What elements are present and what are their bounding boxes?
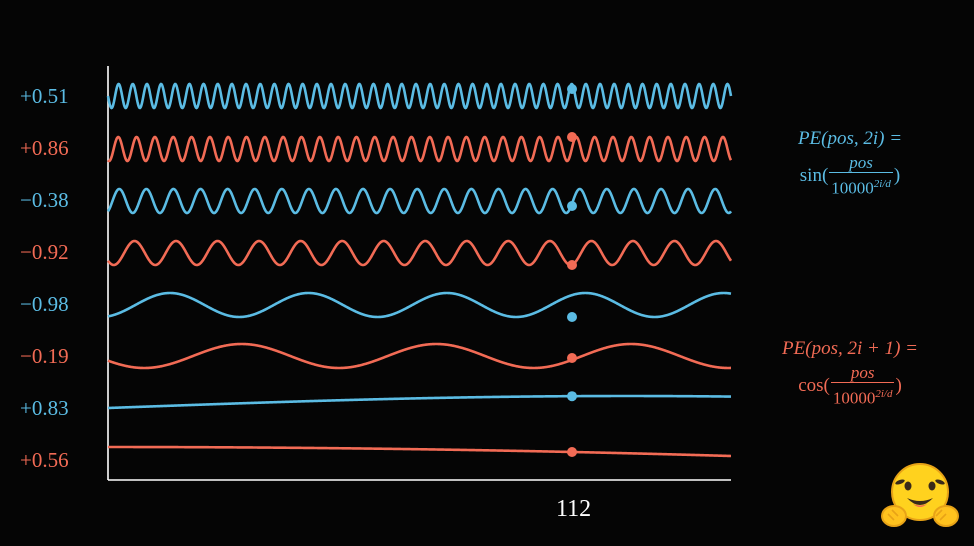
wave-5 — [107, 291, 732, 319]
row-value-8: +0.56 — [20, 448, 69, 472]
row-value-4: −0.92 — [20, 240, 69, 264]
marker-dot-8 — [567, 447, 577, 457]
wave-8 — [108, 445, 732, 458]
wave-1 — [106, 82, 733, 110]
wave-group — [106, 82, 733, 458]
wave-3 — [106, 187, 733, 215]
sin-formula-fn: sin( — [799, 165, 829, 187]
row-value-6: −0.19 — [20, 344, 69, 368]
cos-formula-lhs: PE(pos, 2i + 1) = — [782, 338, 918, 359]
marker-dot-3 — [567, 201, 577, 211]
sin-fraction: pos 100002i/d — [829, 154, 893, 200]
row-value-2: +0.86 — [20, 136, 69, 160]
row-value-5: −0.98 — [20, 292, 69, 316]
sin-numerator: pos — [849, 153, 873, 172]
sin-formula-close: ) — [893, 165, 901, 187]
cos-exponent: 2i/d — [875, 388, 893, 400]
position-marker-label: 112 — [556, 496, 592, 522]
sin-formula: PE(pos, 2i) = sin(pos 100002i/d) — [770, 128, 930, 200]
wave-6 — [107, 342, 732, 370]
row-value-3: −0.38 — [20, 188, 69, 212]
cos-formula-close: ) — [895, 375, 902, 397]
wave-2 — [107, 135, 733, 163]
wave-4 — [106, 239, 733, 267]
cos-fraction: pos 100002i/d — [830, 363, 895, 410]
marker-dot-1 — [567, 84, 577, 94]
cos-numerator: pos — [850, 363, 875, 382]
cos-denominator: 100002i/d — [830, 382, 895, 410]
sin-denominator: 100002i/d — [829, 172, 893, 200]
sin-exponent: 2i/d — [873, 178, 891, 190]
marker-dot-5 — [567, 312, 577, 322]
row-value-7: +0.83 — [20, 396, 69, 420]
marker-dot-2 — [567, 132, 577, 142]
marker-dot-7 — [567, 391, 577, 402]
row-value-1: +0.51 — [20, 84, 69, 108]
cos-formula: PE(pos, 2i + 1) = cos(pos 100002i/d) — [750, 338, 950, 410]
wave-7 — [107, 394, 732, 410]
cos-formula-fn: cos( — [798, 375, 830, 397]
sin-formula-lhs: PE(pos, 2i) = — [797, 128, 903, 149]
hugging-face-emoji-icon — [881, 463, 959, 527]
marker-dot-6 — [567, 353, 577, 363]
marker-dot-4 — [567, 260, 577, 270]
